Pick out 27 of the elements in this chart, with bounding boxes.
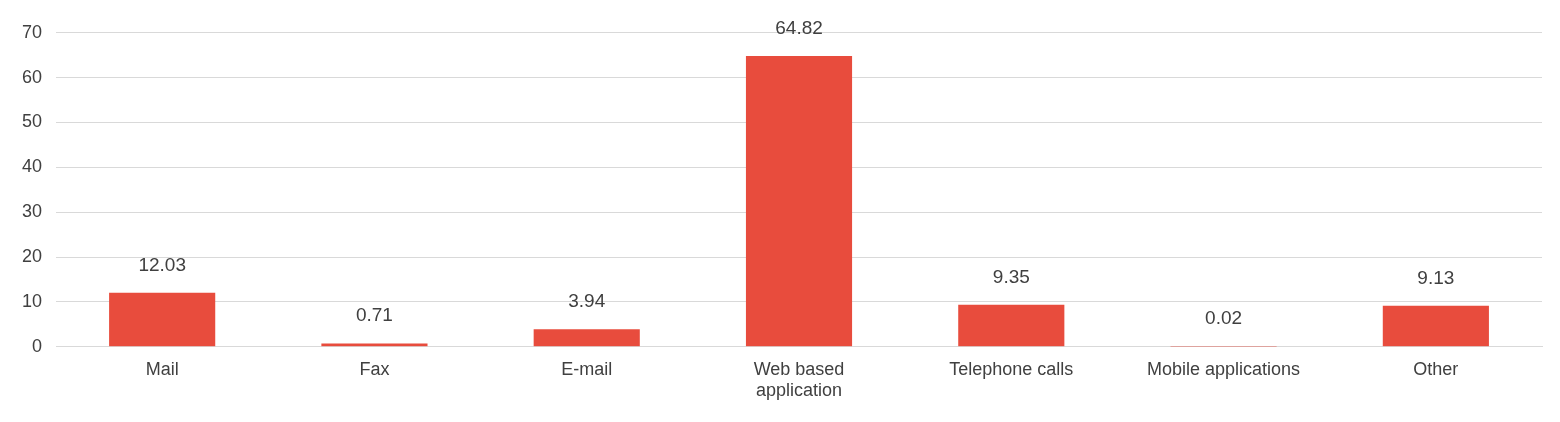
x-tick-label: Other: [1413, 358, 1459, 379]
x-tick-label: Mail: [145, 358, 179, 379]
y-tick-label: 30: [21, 201, 43, 222]
bar: [533, 329, 640, 347]
y-tick-label: 10: [21, 290, 43, 311]
y-tick-label: 60: [21, 66, 43, 87]
data-label: 3.94: [568, 289, 606, 311]
y-tick-label: 40: [21, 156, 43, 177]
bar: [958, 304, 1065, 347]
y-tick-label: 70: [21, 21, 43, 42]
data-label: 9.13: [1417, 266, 1455, 288]
bar: [745, 56, 853, 347]
x-tick-label: E-mail: [561, 358, 613, 379]
x-tick-label: Fax: [359, 358, 390, 379]
data-label: 9.35: [992, 265, 1030, 287]
data-label: 0.71: [355, 304, 393, 326]
x-tick-label: Web based application: [753, 358, 845, 401]
data-label: 12.03: [138, 253, 186, 275]
data-label: 0.02: [1205, 307, 1243, 329]
bar: [1382, 305, 1489, 347]
y-tick-label: 0: [32, 335, 43, 356]
x-tick-label: Telephone calls: [949, 358, 1074, 379]
y-tick-label: 20: [21, 246, 43, 267]
y-tick-label: 50: [21, 111, 43, 132]
bar: [109, 292, 216, 347]
data-label: 64.82: [775, 16, 823, 38]
x-tick-label: Mobile applications: [1147, 358, 1301, 379]
